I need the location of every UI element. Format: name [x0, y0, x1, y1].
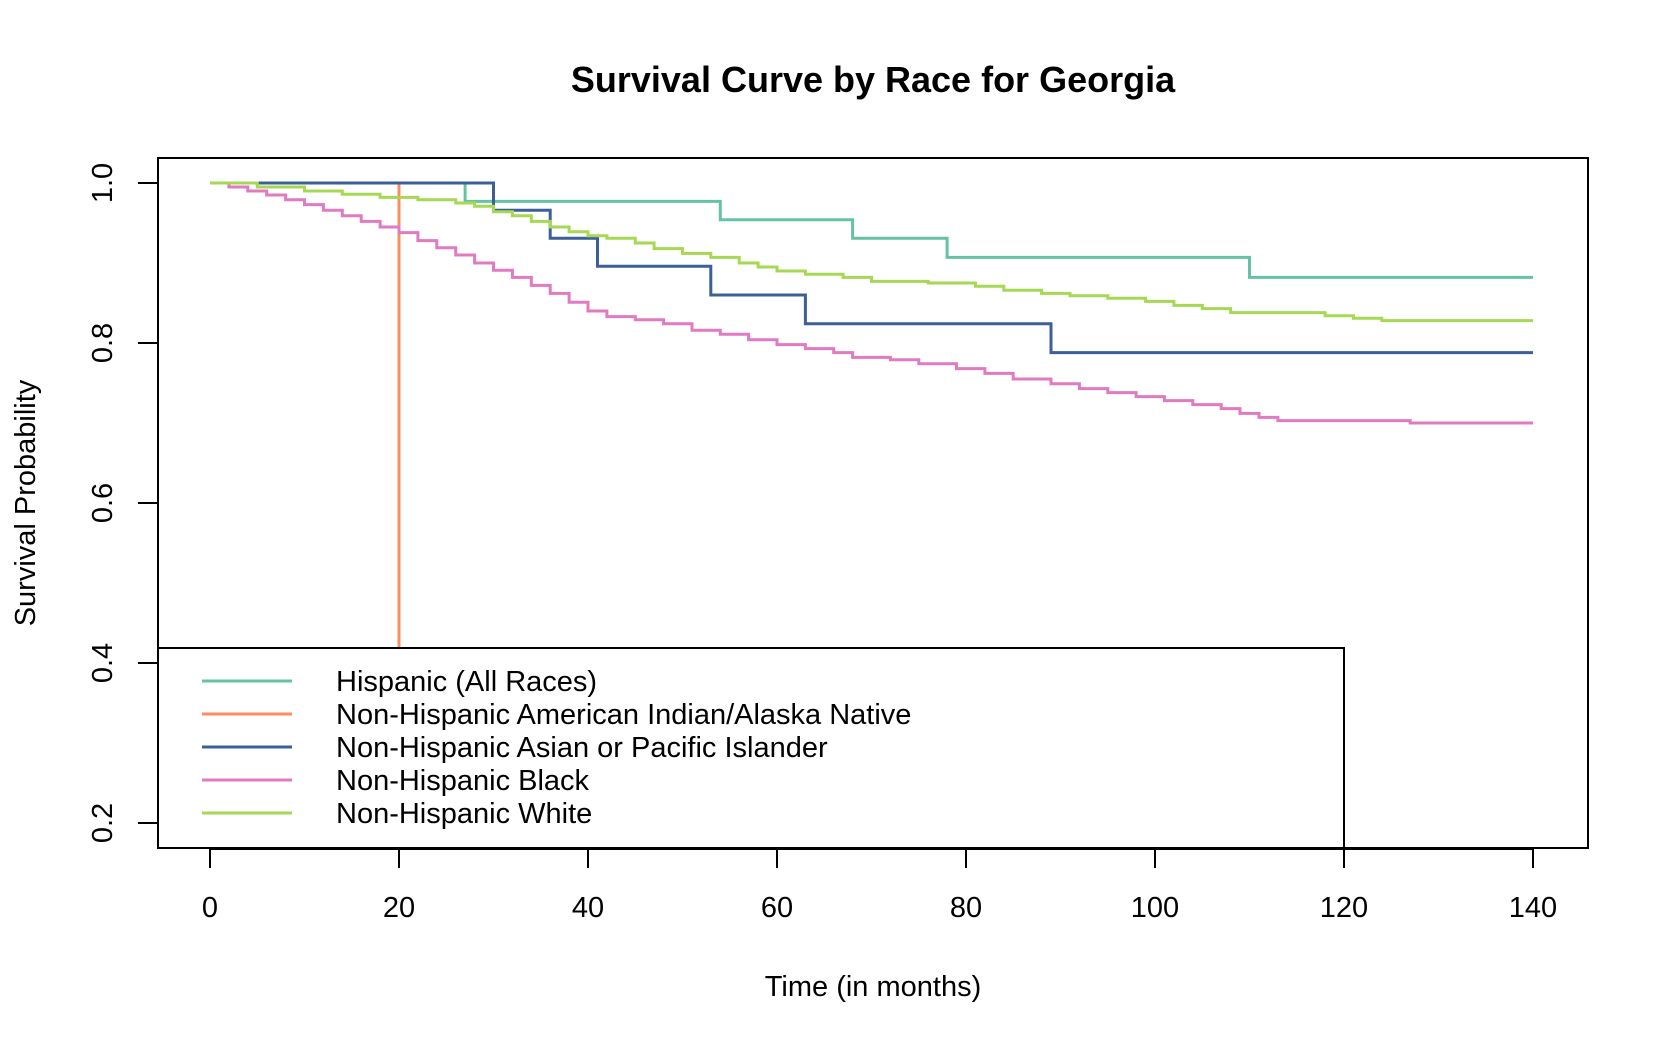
survival-curve-4 — [210, 181, 1533, 425]
x-tick-label: 120 — [1320, 892, 1368, 924]
survival-curve-3 — [210, 181, 1533, 355]
legend-label: Non-Hispanic White — [336, 798, 592, 830]
legend-label: Non-Hispanic Asian or Pacific Islander — [336, 732, 828, 764]
y-tick-label: 0.2 — [87, 803, 119, 843]
chart-title: Survival Curve by Race for Georgia — [571, 59, 1176, 100]
x-tick-label: 20 — [383, 892, 415, 924]
legend-label: Hispanic (All Races) — [336, 666, 597, 698]
survival-curve-2 — [210, 181, 401, 848]
legend: Hispanic (All Races)Non-Hispanic America… — [157, 647, 1345, 849]
survival-curves — [210, 181, 1533, 848]
x-tick-label: 40 — [572, 892, 604, 924]
x-axis: 0 20 40 60 80 100 120 140 — [202, 848, 1557, 924]
x-tick-label: 60 — [761, 892, 793, 924]
y-tick-label: 0.8 — [87, 323, 119, 363]
y-tick-label: 0.6 — [87, 483, 119, 523]
legend-label: Non-Hispanic Black — [336, 765, 590, 797]
y-tick-label: 0.4 — [87, 643, 119, 683]
x-axis-label: Time (in months) — [765, 971, 981, 1003]
legend-label: Non-Hispanic American Indian/Alaska Nati… — [336, 699, 911, 731]
y-axis: 0.2 0.4 0.6 0.8 1.0 — [87, 163, 159, 843]
x-tick-label: 100 — [1131, 892, 1179, 924]
y-tick-label: 1.0 — [87, 163, 119, 203]
survival-curve-5 — [210, 181, 1533, 323]
survival-curve-1 — [210, 181, 1533, 279]
x-tick-label: 140 — [1509, 892, 1557, 924]
y-axis-label: Survival Probability — [10, 379, 42, 626]
x-tick-label: 80 — [950, 892, 982, 924]
legend-box — [157, 647, 1345, 849]
x-tick-label: 0 — [202, 892, 218, 924]
